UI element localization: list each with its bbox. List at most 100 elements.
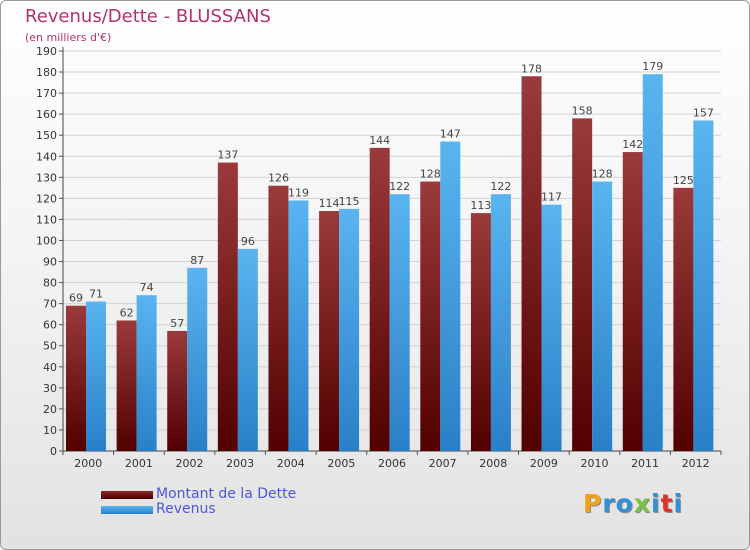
bars xyxy=(66,74,714,452)
data-label: 62 xyxy=(120,306,134,319)
bar-revenus xyxy=(339,208,360,451)
bar-dette xyxy=(420,181,441,452)
y-tick-label: 20 xyxy=(43,403,57,416)
chart-title: Revenus/Dette - BLUSSANS xyxy=(25,6,271,27)
bar-dette xyxy=(268,185,289,451)
data-label: 158 xyxy=(572,104,593,117)
data-label: 87 xyxy=(190,254,204,267)
bar-revenus xyxy=(86,301,106,451)
y-tick-label: 30 xyxy=(43,382,57,395)
data-label: 57 xyxy=(170,317,184,330)
data-label: 122 xyxy=(490,180,511,193)
bar-revenus xyxy=(440,141,461,452)
logo-letter: r xyxy=(602,489,616,518)
bar-revenus xyxy=(187,267,208,451)
logo-letter: x xyxy=(633,489,651,518)
bar-revenus xyxy=(136,295,157,451)
x-tick-label: 2003 xyxy=(226,457,254,470)
x-tick-label: 2007 xyxy=(429,457,457,470)
bar-revenus xyxy=(693,120,714,451)
x-tick-label: 2011 xyxy=(631,457,659,470)
bar-dette xyxy=(572,118,593,452)
data-label: 117 xyxy=(541,191,562,204)
legend-label-debt: Montant de la Dette xyxy=(156,486,297,502)
data-label: 178 xyxy=(521,62,542,75)
y-tick-label: 170 xyxy=(36,87,57,100)
bar-dette xyxy=(470,213,491,451)
x-tick-label: 2012 xyxy=(682,457,710,470)
x-tick-label: 2005 xyxy=(327,457,355,470)
data-label: 142 xyxy=(622,138,643,151)
bar-revenus xyxy=(237,248,258,451)
y-tick-label: 160 xyxy=(36,108,57,121)
y-tick-label: 10 xyxy=(43,424,57,437)
logo-letter: i xyxy=(673,489,684,518)
data-label: 144 xyxy=(369,134,390,147)
logo-letter: o xyxy=(615,489,634,518)
data-label: 122 xyxy=(389,180,410,193)
bar-dette xyxy=(66,305,86,451)
data-label: 114 xyxy=(319,197,340,210)
bar-dette xyxy=(217,162,238,451)
data-label: 179 xyxy=(642,60,663,73)
data-label: 113 xyxy=(470,199,491,212)
bar-dette xyxy=(673,187,694,451)
bar-dette xyxy=(116,320,137,451)
chart-subtitle: (en milliers d'€) xyxy=(25,31,112,44)
x-tick-label: 2010 xyxy=(580,457,608,470)
x-tick-label: 2004 xyxy=(277,457,305,470)
y-tick-label: 80 xyxy=(43,277,57,290)
data-label: 147 xyxy=(440,128,461,141)
y-tick-label: 90 xyxy=(43,256,57,269)
x-tick-label: 2009 xyxy=(530,457,558,470)
x-tick-label: 2008 xyxy=(479,457,507,470)
data-label: 71 xyxy=(89,288,103,301)
data-label: 137 xyxy=(217,149,238,162)
y-tick-label: 120 xyxy=(36,192,57,205)
legend-label-revenus: Revenus xyxy=(156,501,216,517)
legend-swatch-debt xyxy=(101,491,153,499)
data-label: 157 xyxy=(693,106,714,119)
y-tick-label: 190 xyxy=(36,45,57,58)
x-tick-label: 2000 xyxy=(74,457,102,470)
data-label: 96 xyxy=(241,235,255,248)
y-tick-label: 140 xyxy=(36,150,57,163)
logo-letter: P xyxy=(583,489,603,518)
y-tick-label: 110 xyxy=(36,213,57,226)
bar-dette xyxy=(369,147,390,451)
data-label: 128 xyxy=(592,168,613,181)
proxiti-logo: Proxiti xyxy=(583,489,683,518)
y-tick-label: 180 xyxy=(36,66,57,79)
y-tick-label: 150 xyxy=(36,129,57,142)
bar-revenus xyxy=(389,194,410,451)
bar-dette xyxy=(167,331,188,451)
x-tick-label: 2001 xyxy=(125,457,153,470)
y-tick-label: 130 xyxy=(36,171,57,184)
logo-letter: t xyxy=(660,489,674,518)
bar-dette xyxy=(319,211,340,451)
x-tick-label: 2002 xyxy=(176,457,204,470)
x-tick-label: 2006 xyxy=(378,457,406,470)
logo-letter: i xyxy=(651,489,661,518)
y-tick-label: 70 xyxy=(43,298,57,311)
data-label: 119 xyxy=(288,186,309,199)
bar-revenus xyxy=(541,204,562,451)
y-tick-label: 40 xyxy=(43,361,57,374)
y-tick-label: 50 xyxy=(43,340,57,353)
y-tick-label: 100 xyxy=(36,234,57,247)
bar-revenus xyxy=(642,74,663,451)
data-label: 69 xyxy=(69,292,83,305)
y-tick-label: 0 xyxy=(50,445,57,458)
data-label: 126 xyxy=(268,172,289,185)
bar-dette xyxy=(622,152,643,452)
data-label: 115 xyxy=(339,195,360,208)
bar-revenus xyxy=(288,200,309,451)
data-label: 128 xyxy=(420,168,441,181)
data-label: 74 xyxy=(140,281,154,294)
y-tick-label: 60 xyxy=(43,319,57,332)
data-label: 125 xyxy=(673,174,694,187)
bar-revenus xyxy=(490,194,511,451)
